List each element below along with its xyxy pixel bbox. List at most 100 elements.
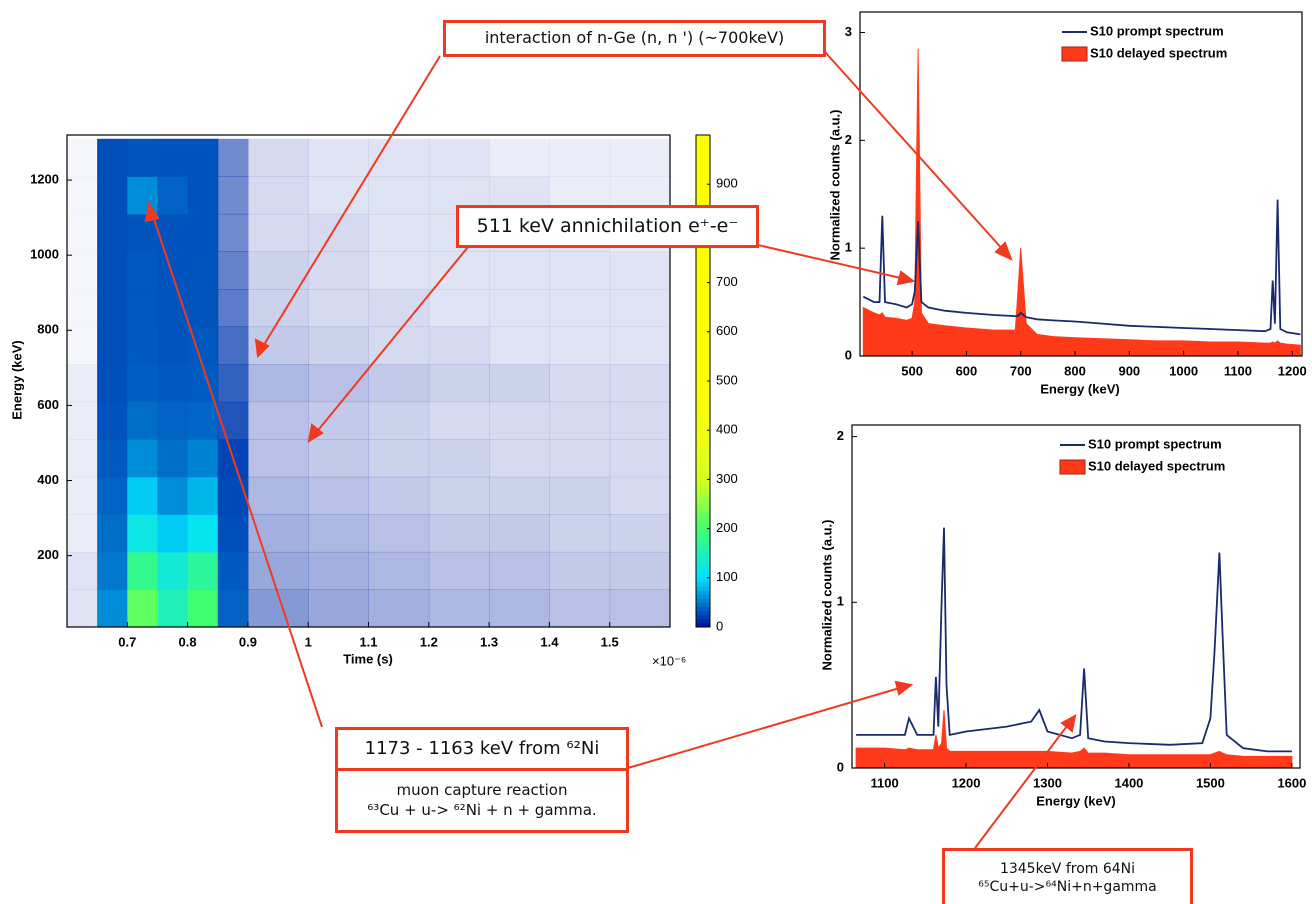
colorbar-step	[696, 413, 710, 419]
heat-cell	[428, 589, 490, 628]
heat-cell	[308, 288, 369, 328]
heat-cell	[127, 364, 158, 403]
colorbar-step	[696, 524, 710, 530]
colorbar-step	[696, 192, 710, 197]
annotation-text: ⁶³Cu + u-> ⁶²Ni + n + gamma.	[367, 800, 597, 819]
heat-cell	[157, 439, 189, 478]
heat-cell	[428, 514, 490, 553]
heat-cell	[368, 476, 430, 515]
legend-label: S10 delayed spectrum	[1090, 45, 1227, 60]
heat-cell	[247, 176, 309, 215]
legend-swatch	[1061, 46, 1088, 62]
heat-cell	[489, 364, 550, 403]
heat-cell	[489, 138, 550, 177]
colorbar-step	[696, 397, 710, 402]
y-tick-label: 1	[845, 240, 852, 255]
colorbar-step	[696, 278, 710, 284]
heat-cell	[428, 401, 490, 440]
legend-label: S10 prompt spectrum	[1090, 23, 1224, 38]
x-tick-label: 1	[305, 634, 312, 649]
x-tick-label: 1.1	[359, 634, 377, 649]
heat-cell	[549, 251, 611, 290]
heat-cell	[127, 439, 158, 478]
colorbar-step	[696, 335, 710, 341]
legend-label: S10 delayed spectrum	[1088, 458, 1225, 473]
heat-cell	[549, 589, 611, 628]
colorbar-step	[696, 196, 710, 202]
heat-cell	[247, 439, 309, 478]
heat-cell	[609, 439, 671, 478]
heat-cell	[428, 326, 490, 365]
colorbar-step	[696, 532, 710, 538]
arrow	[261, 55, 441, 349]
x-tick-label: 0.8	[179, 634, 197, 649]
colorbar-step	[696, 405, 710, 411]
colorbar-step	[696, 344, 710, 349]
x-multiplier: ×10⁻⁶	[652, 653, 686, 668]
colorbar-step	[696, 540, 710, 546]
colorbar-step	[696, 171, 710, 177]
colorbar-step	[696, 139, 710, 144]
heat-cell	[97, 476, 128, 515]
heat-cell	[67, 514, 98, 553]
heat-cell	[67, 176, 98, 215]
heat-cell	[97, 176, 128, 215]
heat-cell	[368, 401, 430, 440]
heat-cell	[308, 176, 369, 215]
x-axis-label: Time (s)	[343, 651, 393, 666]
colorbar-step	[696, 458, 710, 464]
arrows	[144, 51, 1077, 849]
y-tick-label: 200	[37, 547, 59, 562]
x-tick-label: 0.7	[118, 634, 136, 649]
heat-cell	[187, 326, 219, 365]
x-tick-label: 1100	[1224, 363, 1252, 378]
heat-cell	[308, 551, 369, 590]
heat-cell	[217, 213, 249, 252]
heat-cell	[157, 364, 189, 403]
colorbar-step	[696, 614, 710, 620]
heat-cell	[609, 251, 671, 290]
colorbar-step	[696, 163, 710, 169]
colorbar-step	[696, 393, 710, 398]
x-tick-label: 700	[1010, 363, 1032, 378]
colorbar-step	[696, 598, 710, 603]
colorbar-step	[696, 557, 710, 562]
heat-cell	[187, 213, 219, 252]
colorbar-step	[696, 528, 710, 534]
colorbar-step	[696, 188, 710, 193]
colorbar-step	[696, 155, 710, 161]
colorbar-step	[696, 577, 710, 583]
annotation-text: 511 keV annichilation e⁺-e⁻	[476, 215, 739, 238]
arrow	[824, 51, 1006, 253]
colorbar-step	[696, 602, 710, 607]
chart-spectrum: S10 prompt spectrum S10 delayed spectrum 5…	[827, 11, 1307, 396]
colorbar-step	[696, 581, 710, 587]
heat-cell	[368, 213, 430, 252]
colorbar-step	[696, 176, 710, 181]
annotation-box: interaction of n-Ge (n, n ') (~700keV)	[443, 20, 826, 57]
x-tick-label: 1000	[1169, 363, 1198, 378]
heat-cell	[247, 213, 309, 252]
colorbar-step	[696, 610, 710, 616]
colorbar-step	[696, 323, 710, 329]
x-tick-label: 1500	[1196, 775, 1225, 790]
heat-cell	[187, 439, 219, 478]
colorbar-tick-label: 100	[716, 569, 738, 584]
colorbar-step	[696, 135, 710, 140]
heat-cell	[217, 514, 249, 553]
arrow-head	[254, 338, 270, 359]
y-tick-label: 1	[837, 594, 844, 609]
x-tick-label: 1.2	[420, 634, 438, 649]
heat-cell	[489, 589, 550, 628]
heat-cell	[217, 364, 249, 403]
heat-cell	[157, 551, 189, 590]
colorbar-step	[696, 442, 710, 448]
heat-cell	[247, 138, 309, 177]
heat-cell	[97, 401, 128, 440]
heat-cell	[308, 589, 369, 628]
colorbar-step	[696, 573, 710, 579]
heat-cell	[368, 589, 430, 628]
colorbar-step	[696, 491, 710, 497]
heat-cell	[609, 138, 671, 177]
